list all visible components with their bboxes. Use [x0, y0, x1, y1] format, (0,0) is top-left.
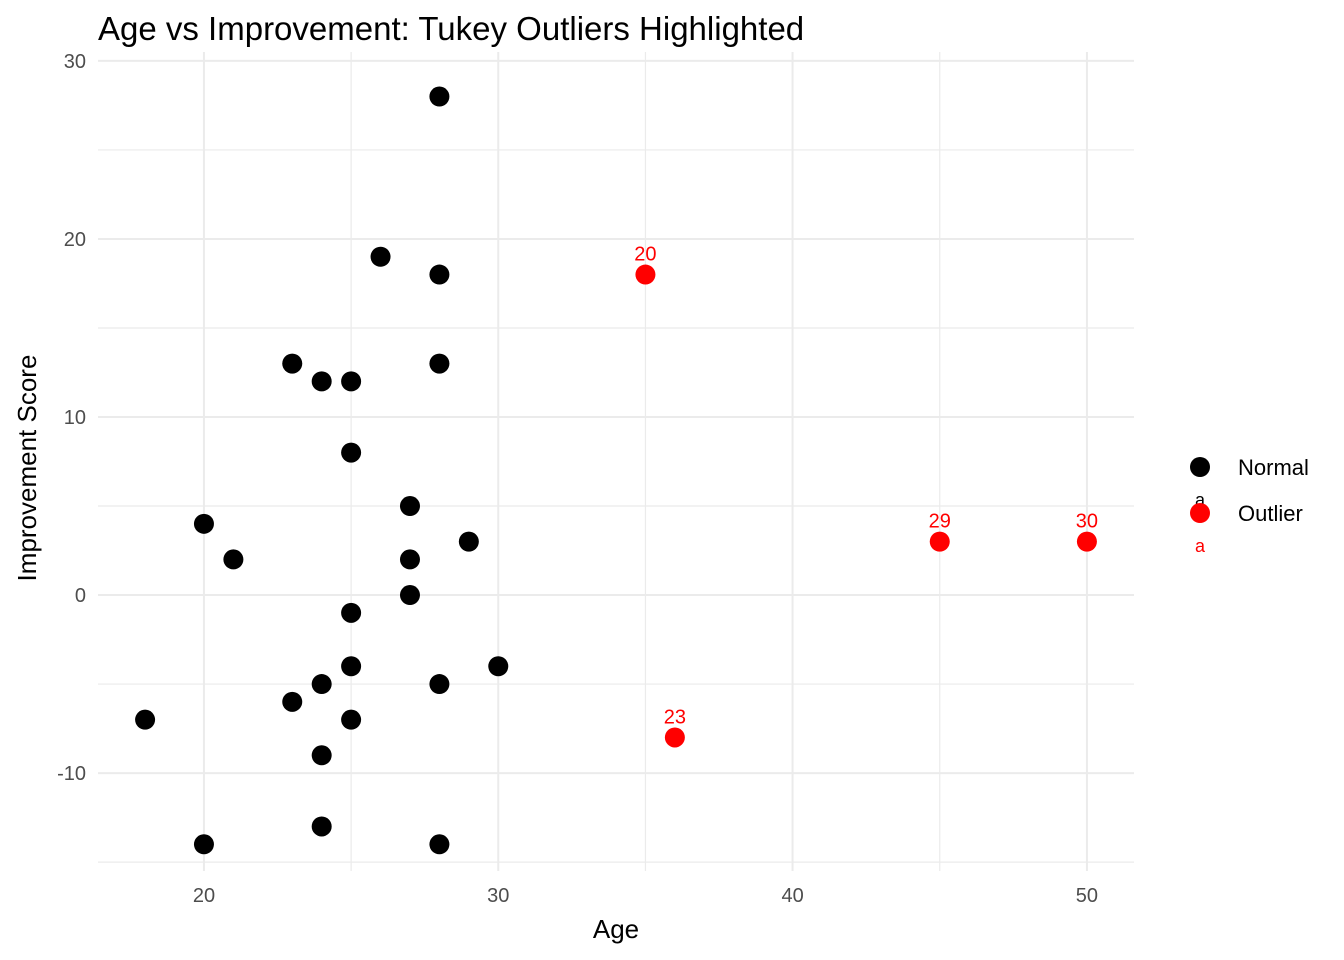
point-normal	[429, 264, 450, 285]
point-normal	[223, 549, 244, 570]
point-normal	[429, 674, 450, 695]
point-normal	[311, 674, 332, 695]
x-axis-ticks: 20 30 40 50	[193, 885, 1098, 907]
point-normal	[311, 371, 332, 392]
legend-label-normal: Normal	[1238, 455, 1309, 480]
y-axis-title: Improvement Score	[12, 355, 42, 582]
x-axis-title: Age	[593, 914, 639, 944]
legend-label-outlier: Outlier	[1238, 501, 1303, 526]
y-tick-label: -10	[57, 763, 86, 785]
point-normal	[399, 585, 420, 606]
chart-title: Age vs Improvement: Tukey Outliers Highl…	[98, 10, 804, 47]
point-normal	[311, 745, 332, 766]
point-normal	[311, 816, 332, 837]
point-outlier	[929, 531, 950, 552]
y-axis-ticks: -10 0 10 20 30	[57, 51, 86, 785]
legend: a Normal a Outlier	[1190, 455, 1309, 556]
point-outlier	[664, 727, 685, 748]
y-tick-label: 0	[75, 585, 86, 607]
outlier-label: 23	[664, 706, 686, 728]
x-tick-label: 20	[193, 885, 215, 907]
point-outlier	[635, 264, 656, 285]
grid	[98, 52, 1134, 871]
point-normal	[429, 86, 450, 107]
point-normal	[341, 371, 362, 392]
outlier-labels: 20 23 29 30	[634, 244, 1098, 729]
point-outlier	[1076, 531, 1097, 552]
y-tick-label: 20	[64, 229, 86, 251]
point-normal	[341, 442, 362, 463]
x-tick-label: 40	[781, 885, 803, 907]
x-tick-label: 50	[1076, 885, 1098, 907]
point-normal	[282, 691, 303, 712]
point-normal	[488, 656, 509, 677]
point-normal	[399, 496, 420, 517]
point-normal	[370, 246, 391, 267]
data-points	[135, 86, 1097, 855]
outlier-label: 20	[634, 244, 656, 266]
x-tick-label: 30	[487, 885, 509, 907]
point-normal	[341, 602, 362, 623]
point-normal	[341, 656, 362, 677]
outlier-label: 29	[929, 511, 951, 533]
legend-key-normal	[1190, 457, 1210, 477]
y-tick-label: 10	[64, 407, 86, 429]
legend-key-text-outlier: a	[1195, 536, 1206, 556]
point-normal	[429, 834, 450, 855]
point-normal	[341, 709, 362, 730]
y-tick-label: 30	[64, 51, 86, 73]
point-normal	[193, 513, 214, 534]
point-normal	[399, 549, 420, 570]
point-normal	[135, 709, 156, 730]
legend-key-text-normal: a	[1195, 490, 1206, 510]
outlier-label: 30	[1076, 511, 1098, 533]
point-normal	[429, 353, 450, 374]
point-normal	[193, 834, 214, 855]
legend-key-outlier	[1190, 503, 1210, 523]
point-normal	[282, 353, 303, 374]
point-normal	[458, 531, 479, 552]
